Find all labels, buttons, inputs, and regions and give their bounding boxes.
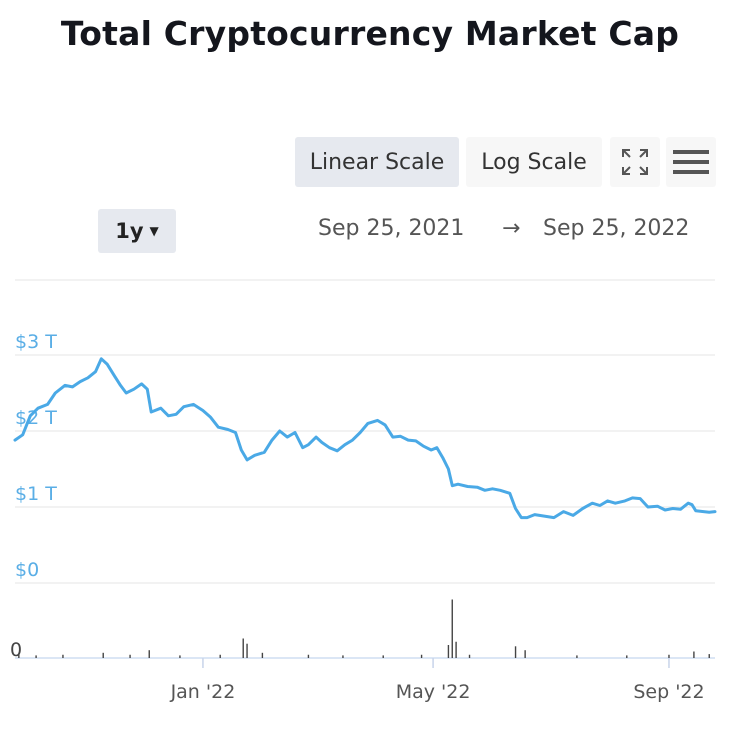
log-scale-button[interactable]: Log Scale <box>466 137 602 187</box>
range-selector-button[interactable]: 1y ▼ <box>98 209 176 253</box>
chart-menu-button[interactable] <box>666 137 716 187</box>
date-from[interactable]: Sep 25, 2021 <box>318 216 465 241</box>
linear-scale-button[interactable]: Linear Scale <box>295 137 459 187</box>
x-tick-label: May '22 <box>396 681 471 703</box>
range-selector-label: 1y <box>115 219 144 243</box>
y-tick-label: $3 T <box>15 331 57 353</box>
date-to[interactable]: Sep 25, 2022 <box>543 216 690 241</box>
volume-axis-label: 0 <box>10 639 22 661</box>
x-tick-label: Sep '22 <box>633 681 704 703</box>
fullscreen-icon <box>622 149 648 175</box>
caret-down-icon: ▼ <box>149 224 159 238</box>
y-tick-label: $2 T <box>15 407 57 429</box>
hamburger-menu-icon <box>673 150 709 174</box>
chart-title: Total Cryptocurrency Market Cap <box>60 14 680 53</box>
fullscreen-button[interactable] <box>610 137 660 187</box>
y-tick-label: $1 T <box>15 483 57 505</box>
x-tick-label: Jan '22 <box>170 681 236 703</box>
y-tick-label: $0 <box>15 559 39 581</box>
date-arrow: → <box>502 216 521 241</box>
market-cap-line <box>13 357 717 520</box>
